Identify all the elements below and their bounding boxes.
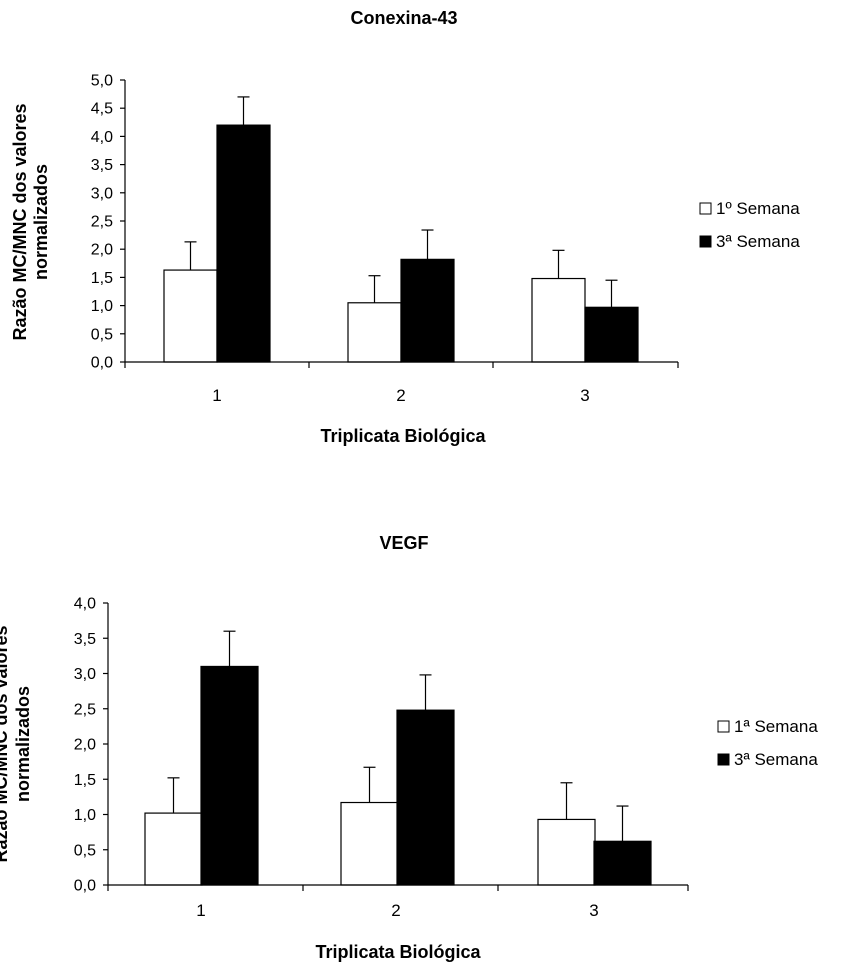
- y-tick-label: 4,0: [74, 596, 96, 613]
- legend-label: 1º Semana: [716, 199, 800, 218]
- y-tick-label: 4,0: [91, 129, 113, 146]
- legend-swatch-black: [717, 753, 730, 766]
- chart-vegf: VEGF Razão MC/MNC dos valores normalizad…: [0, 533, 818, 962]
- bar: [340, 801, 399, 886]
- y-tick-label: 0,5: [74, 842, 96, 859]
- bar: [144, 812, 203, 886]
- legend-label: 3ª Semana: [734, 750, 818, 769]
- bar: [531, 277, 586, 363]
- x-axis-title: Triplicata Biológica: [315, 942, 481, 962]
- axis-tick-marks: [120, 79, 679, 368]
- x-tick-label: 1: [212, 386, 221, 405]
- legend-swatch-white: [699, 202, 712, 215]
- y-tick-label: 2,0: [91, 242, 113, 259]
- bar: [347, 302, 402, 363]
- x-tick-label: 3: [589, 901, 598, 920]
- legend: 1ª Semana 3ª Semana: [717, 717, 818, 769]
- bar: [593, 840, 652, 886]
- bar: [584, 306, 639, 363]
- axis-tick-marks: [103, 602, 689, 891]
- y-axis-title-line-2: normalizados: [13, 686, 33, 802]
- y-tick-label: 4,5: [91, 101, 113, 118]
- y-tick-label: 3,5: [74, 631, 96, 648]
- bars: [144, 630, 652, 886]
- y-tick-label: 2,5: [74, 701, 96, 718]
- y-tick-labels: 0,0 0,5 1,0 1,5 2,0 2,5 3,0 3,5 4,0: [74, 596, 96, 895]
- y-axis-title-line-1: Razão MC/MNC dos valores: [0, 625, 11, 862]
- bar: [537, 818, 596, 886]
- bar: [216, 124, 271, 363]
- x-tick-label: 1: [196, 901, 205, 920]
- y-tick-label: 0,5: [91, 326, 113, 343]
- legend-swatch-white: [717, 720, 730, 733]
- bar: [400, 258, 455, 363]
- legend-label: 1ª Semana: [734, 717, 818, 736]
- y-tick-label: 1,5: [91, 270, 113, 287]
- bar: [163, 269, 218, 363]
- y-tick-label: 1,0: [91, 298, 113, 315]
- y-tick-label: 1,0: [74, 807, 96, 824]
- y-tick-label: 3,5: [91, 157, 113, 174]
- x-tick-label: 2: [391, 901, 400, 920]
- y-tick-label: 0,0: [74, 878, 96, 895]
- legend-swatch-black: [699, 235, 712, 248]
- x-axis-title: Triplicata Biológica: [320, 426, 486, 446]
- y-axis-title-line-1: Razão MC/MNC dos valores: [10, 103, 30, 340]
- y-tick-label: 2,0: [74, 737, 96, 754]
- chart-conexina: Conexina-43 Razão MC/MNC dos valores nor…: [10, 8, 800, 446]
- bar: [396, 709, 455, 886]
- y-tick-label: 2,5: [91, 214, 113, 231]
- bars: [163, 96, 639, 363]
- chart-title: Conexina-43: [350, 8, 457, 28]
- y-tick-label: 5,0: [91, 73, 113, 90]
- x-tick-label: 2: [396, 386, 405, 405]
- y-tick-label: 1,5: [74, 772, 96, 789]
- legend-label: 3ª Semana: [716, 232, 800, 251]
- y-tick-labels: 0,0 0,5 1,0 1,5 2,0 2,5 3,0 3,5 4,0 4,5 5,0: [91, 73, 113, 372]
- bar: [200, 665, 259, 886]
- chart-title: VEGF: [379, 533, 428, 553]
- x-tick-label: 3: [580, 386, 589, 405]
- y-axis-title-line-2: normalizados: [31, 164, 51, 280]
- y-tick-label: 3,0: [91, 185, 113, 202]
- legend: 1º Semana 3ª Semana: [699, 199, 800, 251]
- y-tick-label: 3,0: [74, 666, 96, 683]
- y-tick-label: 0,0: [91, 355, 113, 372]
